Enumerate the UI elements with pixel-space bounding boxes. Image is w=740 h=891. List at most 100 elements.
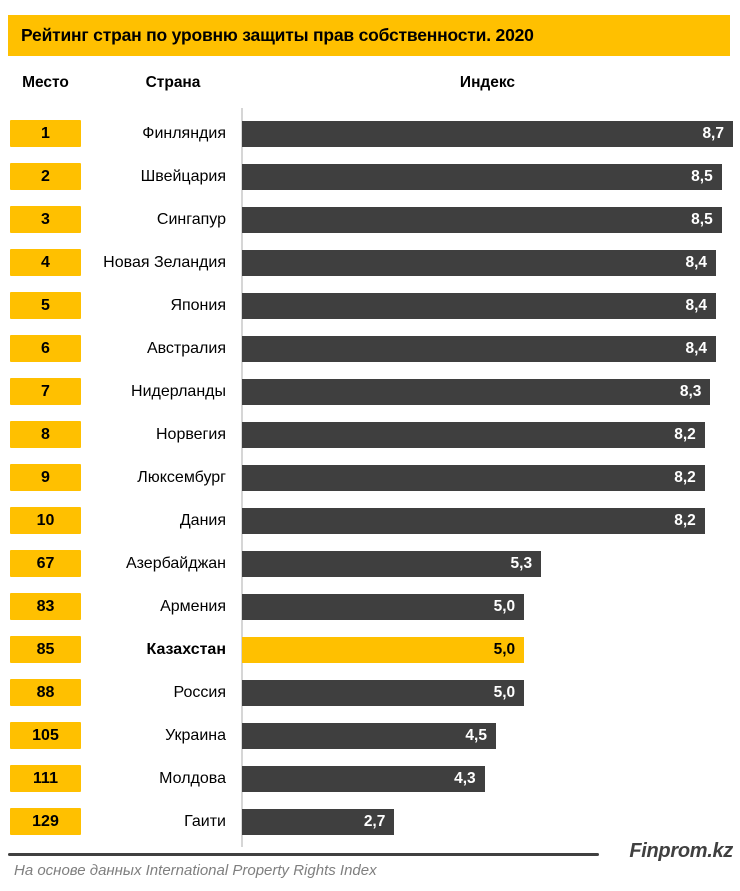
index-bar: 8,3: [242, 378, 711, 405]
source-note: На основе данных International Property …: [14, 862, 377, 879]
index-value-label: 8,4: [685, 339, 708, 357]
bar-area: 5,0: [242, 679, 733, 706]
index-bar: 5,0: [242, 636, 525, 663]
table-row: 83 Армения 5,0: [0, 585, 740, 628]
index-value-label: 8,4: [685, 253, 708, 271]
table-row: 4 Новая Зеландия 8,4: [0, 241, 740, 284]
table-row: 10 Дания 8,2: [0, 499, 740, 542]
table-row: 9 Люксембург 8,2: [0, 456, 740, 499]
country-label: Япония: [170, 296, 226, 314]
footer-divider-line: [8, 853, 599, 856]
country-label: Норвегия: [155, 425, 226, 443]
country-label: Сингапур: [156, 210, 226, 228]
rank-badge: 6: [10, 335, 81, 362]
table-row: 3 Сингапур 8,5: [0, 198, 740, 241]
rank-badge: 8: [10, 421, 81, 448]
index-bar: 8,2: [242, 464, 705, 491]
rank-badge: 129: [10, 808, 81, 835]
rank-badge: 7: [10, 378, 81, 405]
country-label: Нидерланды: [131, 382, 226, 400]
index-value-label: 8,2: [674, 425, 696, 443]
chart-rows: 1 Финляндия 8,7 2 Швейцария 8,5 3 Сингап…: [0, 112, 740, 843]
bar-area: 8,4: [242, 335, 733, 362]
index-value-label: 4,5: [465, 726, 487, 744]
bar-area: 2,7: [242, 808, 733, 835]
bar-area: 5,3: [242, 550, 733, 577]
country-label: Казахстан: [146, 640, 227, 658]
country-label: Молдова: [159, 769, 226, 787]
index-value-label: 8,5: [691, 167, 713, 185]
index-bar: 8,2: [242, 421, 705, 448]
chart-title-bar: Рейтинг стран по уровню защиты прав собс…: [8, 15, 730, 56]
bar-area: 8,5: [242, 163, 733, 190]
bar-area: 8,2: [242, 421, 733, 448]
bar-area: 8,4: [242, 249, 733, 276]
index-value-label: 8,2: [674, 511, 696, 529]
rank-badge: 105: [10, 722, 81, 749]
index-bar: 8,4: [242, 292, 717, 319]
bar-area: 8,3: [242, 378, 733, 405]
country-label: Новая Зеландия: [103, 253, 226, 271]
bar-area: 5,0: [242, 636, 733, 663]
rank-badge: 3: [10, 206, 81, 233]
table-row: 111 Молдова 4,3: [0, 757, 740, 800]
rank-badge: 5: [10, 292, 81, 319]
index-value-label: 8,3: [679, 382, 702, 400]
chart-title: Рейтинг стран по уровню защиты прав собс…: [21, 25, 534, 45]
bar-area: 4,3: [242, 765, 733, 792]
index-value-label: 4,3: [454, 769, 476, 787]
index-bar: 8,7: [242, 120, 733, 147]
bar-area: 8,2: [242, 464, 733, 491]
index-bar: 8,4: [242, 249, 717, 276]
index-bar: 4,3: [242, 765, 485, 792]
index-value-label: 5,3: [510, 554, 533, 572]
brand-logo: Finprom.kz: [629, 840, 733, 862]
rank-badge: 9: [10, 464, 81, 491]
index-bar: 5,0: [242, 679, 525, 706]
index-bar: 8,4: [242, 335, 717, 362]
bar-area: 8,7: [242, 120, 733, 147]
country-label: Гаити: [184, 812, 226, 830]
country-label: Россия: [173, 683, 226, 701]
table-row: 2 Швейцария 8,5: [0, 155, 740, 198]
table-row: 5 Япония 8,4: [0, 284, 740, 327]
index-value-label: 5,0: [493, 683, 516, 701]
rank-badge: 111: [10, 765, 81, 792]
rank-badge: 10: [10, 507, 81, 534]
country-label: Люксембург: [137, 468, 226, 486]
table-row: 88 Россия 5,0: [0, 671, 740, 714]
country-label: Азербайджан: [125, 554, 226, 572]
rank-badge: 1: [10, 120, 81, 147]
index-bar: 5,0: [242, 593, 525, 620]
bar-area: 5,0: [242, 593, 733, 620]
country-label: Дания: [179, 511, 226, 529]
index-bar: 8,2: [242, 507, 705, 534]
index-value-label: 2,7: [363, 812, 386, 830]
rank-badge: 88: [10, 679, 81, 706]
table-row: 7 Нидерланды 8,3: [0, 370, 740, 413]
column-header-rank: Место: [22, 74, 69, 91]
rank-badge: 85: [10, 636, 81, 663]
index-bar: 8,5: [242, 163, 722, 190]
rank-badge: 67: [10, 550, 81, 577]
rank-badge: 4: [10, 249, 81, 276]
country-label: Финляндия: [142, 124, 226, 142]
table-row: 129 Гаити 2,7: [0, 800, 740, 843]
index-value-label: 8,7: [702, 124, 724, 142]
table-row: 105 Украина 4,5: [0, 714, 740, 757]
index-value-label: 8,2: [674, 468, 696, 486]
column-header-index: Индекс: [459, 74, 516, 91]
index-bar: 8,5: [242, 206, 722, 233]
country-label: Украина: [165, 726, 226, 744]
rank-badge: 2: [10, 163, 81, 190]
column-header-country: Страна: [145, 74, 201, 91]
table-row: 6 Австралия 8,4: [0, 327, 740, 370]
country-label: Армения: [160, 597, 226, 615]
index-value-label: 5,0: [493, 640, 516, 658]
bar-area: 8,2: [242, 507, 733, 534]
country-label: Австралия: [146, 339, 226, 357]
bar-area: 4,5: [242, 722, 733, 749]
index-value-label: 8,4: [685, 296, 708, 314]
rank-badge: 83: [10, 593, 81, 620]
